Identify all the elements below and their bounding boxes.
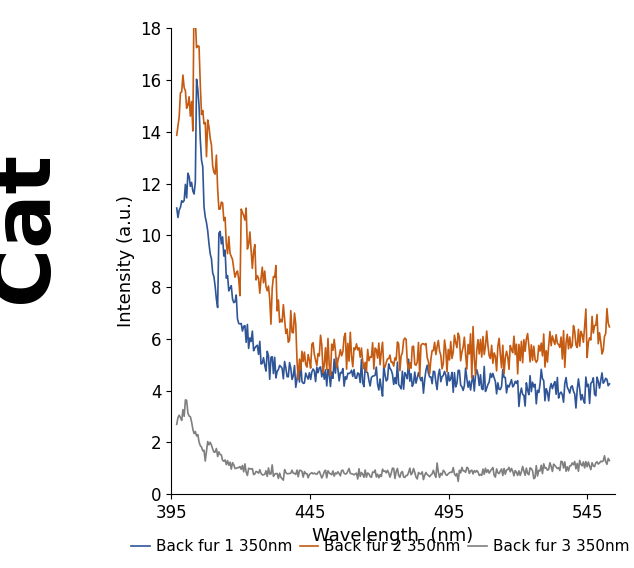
Back fur 1 350nm [590,374,597,381]
Back fur 1 350nm [605,381,613,387]
Back fur 3 350nm [181,396,189,403]
Back fur 2 350nm [590,329,597,336]
Back fur 1 350nm [404,356,412,362]
Back fur 2 350nm [173,132,181,139]
Text: Cat: Cat [0,151,65,303]
Back fur 2 350nm [375,340,383,346]
Y-axis label: Intensity (a.u.): Intensity (a.u.) [117,195,134,327]
Back fur 1 350nm [193,76,200,83]
Back fur 1 350nm [430,368,437,375]
Back fur 3 350nm [374,471,382,478]
Back fur 2 350nm [602,330,609,337]
Back fur 3 350nm [404,469,412,476]
Line: Back fur 3 350nm: Back fur 3 350nm [177,400,609,481]
Back fur 3 350nm [590,462,597,469]
Back fur 3 350nm [455,478,462,485]
X-axis label: Wavelength  (nm): Wavelength (nm) [313,528,474,545]
Back fur 3 350nm [430,467,437,474]
Back fur 3 350nm [602,458,609,465]
Back fur 2 350nm [406,360,413,366]
Line: Back fur 1 350nm: Back fur 1 350nm [177,80,609,408]
Back fur 1 350nm [173,204,181,211]
Back fur 1 350nm [602,375,609,382]
Back fur 2 350nm [294,376,302,383]
Legend: Back fur 1 350nm, Back fur 2 350nm, Back fur 3 350nm: Back fur 1 350nm, Back fur 2 350nm, Back… [126,533,634,561]
Back fur 2 350nm [431,339,439,346]
Line: Back fur 2 350nm: Back fur 2 350nm [177,0,609,379]
Back fur 2 350nm [290,329,297,336]
Back fur 3 350nm [290,470,297,477]
Back fur 2 350nm [605,324,613,331]
Back fur 3 350nm [605,457,613,464]
Back fur 1 350nm [374,381,382,387]
Back fur 1 350nm [572,404,579,411]
Back fur 1 350nm [290,373,297,379]
Back fur 3 350nm [173,421,181,428]
